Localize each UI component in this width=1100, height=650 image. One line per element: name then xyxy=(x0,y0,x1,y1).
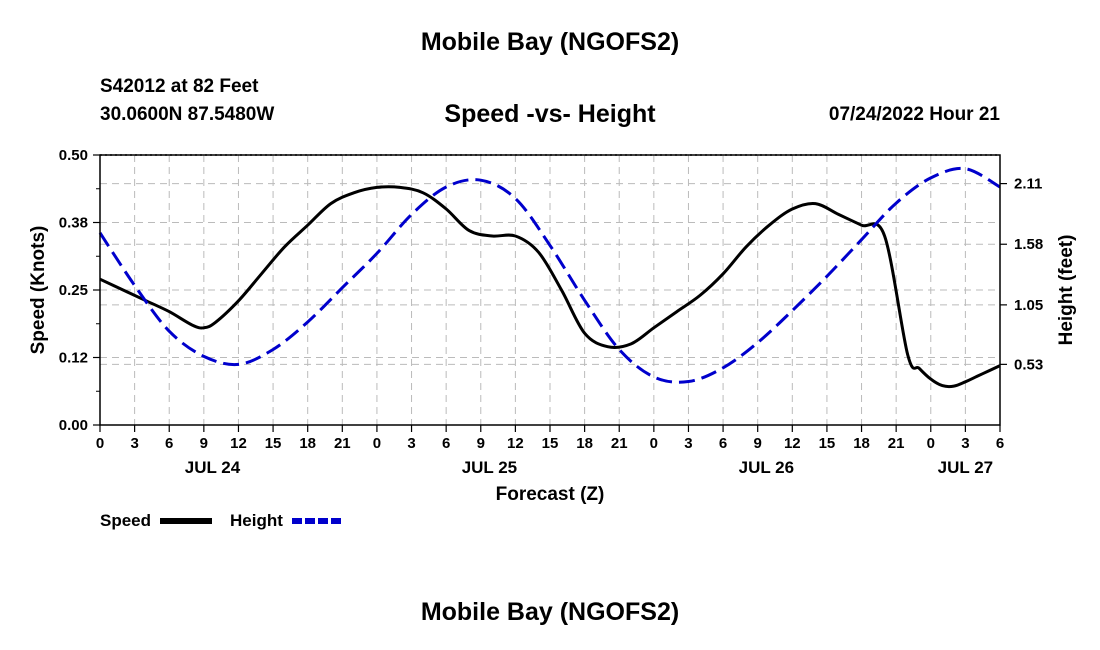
y-tick-label: 0.25 xyxy=(59,282,88,299)
station-label: S42012 at 82 Feet xyxy=(100,76,259,97)
x-tick-label: 18 xyxy=(576,435,593,452)
x-tick-label: 0 xyxy=(927,435,935,452)
footer-title: Mobile Bay (NGOFS2) xyxy=(420,598,680,626)
x-tick-label: 0 xyxy=(650,435,658,452)
y-tick-label: 0.00 xyxy=(59,417,88,434)
date-label: JUL 27 xyxy=(938,458,993,477)
x-tick-label: 0 xyxy=(373,435,381,452)
y-tick-label: 0.50 xyxy=(59,147,88,164)
x-tick-label: 6 xyxy=(719,435,727,452)
x-tick-label: 3 xyxy=(961,435,969,452)
x-tick-label: 15 xyxy=(265,435,282,452)
height-series-line xyxy=(98,166,1001,384)
x-tick-label: 15 xyxy=(542,435,559,452)
y2-tick-label: 2.11 xyxy=(1014,176,1042,193)
x-tick-label: 0 xyxy=(96,435,104,452)
legend-height-label: Height xyxy=(230,511,283,530)
speed-series-line xyxy=(99,185,1001,389)
x-tick-label: 6 xyxy=(442,435,450,452)
x-tick-label: 12 xyxy=(507,435,524,452)
y2-tick-label: 1.58 xyxy=(1014,236,1043,253)
y2-axis-label: Height (feet) xyxy=(1056,235,1077,346)
header-title: Mobile Bay (NGOFS2) xyxy=(420,28,680,56)
x-tick-label: 21 xyxy=(611,435,628,452)
x-tick-label: 12 xyxy=(230,435,247,452)
date-label: JUL 24 xyxy=(185,458,241,477)
x-tick-label: 6 xyxy=(165,435,173,452)
series-layer xyxy=(98,166,1001,389)
x-tick-label: 18 xyxy=(299,435,316,452)
x-tick-label: 9 xyxy=(200,435,208,452)
date-label: JUL 26 xyxy=(739,458,794,477)
x-tick-label: 18 xyxy=(853,435,870,452)
legend: Speed Height xyxy=(100,511,344,530)
x-axis-label: Forecast (Z) xyxy=(496,484,605,505)
x-tick-label: 21 xyxy=(888,435,905,452)
y2-tick-label: 1.05 xyxy=(1014,297,1043,314)
axes: 0 3 6 9 12 15 18 21 0 3 6 9 12 15 18 21 0 3 6 9 12 15 18 21 0 3 6 0… xyxy=(59,147,1043,477)
speed-height-chart: 0 3 6 9 12 15 18 21 0 3 6 9 12 15 18 21 0 3 6 9 12 15 18 21 0 3 6 0… xyxy=(28,147,1077,530)
x-tick-label: 3 xyxy=(684,435,692,452)
y-axis-label: Speed (Knots) xyxy=(28,226,49,355)
grid-lines xyxy=(100,155,1000,425)
x-tick-label: 9 xyxy=(477,435,485,452)
x-tick-label: 6 xyxy=(996,435,1004,452)
date-label: JUL 25 xyxy=(462,458,517,477)
chart-title: Speed -vs- Height xyxy=(444,100,656,128)
x-tick-label: 15 xyxy=(819,435,836,452)
y-tick-label: 0.12 xyxy=(59,350,88,367)
legend-speed-label: Speed xyxy=(100,511,151,530)
y2-tick-label: 0.53 xyxy=(1014,356,1043,373)
x-tick-label: 12 xyxy=(784,435,801,452)
x-tick-label: 3 xyxy=(130,435,138,452)
x-tick-label: 21 xyxy=(334,435,351,452)
y-tick-label: 0.38 xyxy=(59,215,88,232)
x-tick-label: 3 xyxy=(407,435,415,452)
x-tick-label: 9 xyxy=(754,435,762,452)
datetime-label: 07/24/2022 Hour 21 xyxy=(828,104,1000,125)
coordinates-label: 30.0600N 87.5480W xyxy=(100,104,275,125)
